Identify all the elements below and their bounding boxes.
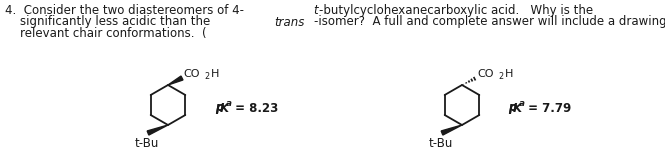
- Text: a: a: [226, 99, 232, 108]
- Text: 2: 2: [498, 72, 503, 81]
- Text: p: p: [508, 101, 517, 114]
- Text: CO: CO: [477, 69, 493, 79]
- Text: significantly less acidic than the: significantly less acidic than the: [5, 15, 214, 28]
- Text: K: K: [220, 101, 229, 114]
- Polygon shape: [441, 125, 462, 135]
- Text: 2: 2: [204, 72, 209, 81]
- Text: -isomer?  A full and complete answer will include a drawing of the: -isomer? A full and complete answer will…: [314, 15, 665, 28]
- Text: a: a: [519, 99, 525, 108]
- Text: p: p: [508, 101, 517, 114]
- Text: trans: trans: [275, 15, 305, 28]
- Text: = 7.79: = 7.79: [524, 101, 571, 114]
- Text: p: p: [215, 101, 223, 114]
- Text: p: p: [215, 101, 223, 114]
- Text: H: H: [505, 69, 513, 79]
- Text: K: K: [513, 101, 522, 114]
- Text: = 8.23: = 8.23: [231, 101, 278, 114]
- Text: H: H: [211, 69, 219, 79]
- Polygon shape: [168, 76, 183, 85]
- Polygon shape: [147, 125, 168, 135]
- Text: t-Bu: t-Bu: [135, 137, 160, 149]
- Text: relevant chair conformations.  (: relevant chair conformations. (: [5, 27, 207, 40]
- Text: 4.  Consider the two diastereomers of 4-: 4. Consider the two diastereomers of 4-: [5, 4, 244, 17]
- Text: CO: CO: [183, 69, 200, 79]
- Text: -butylcyclohexanecarboxylic acid.   Why is the: -butylcyclohexanecarboxylic acid. Why is…: [319, 4, 597, 17]
- Text: t: t: [313, 4, 318, 17]
- Text: t-Bu: t-Bu: [429, 137, 454, 149]
